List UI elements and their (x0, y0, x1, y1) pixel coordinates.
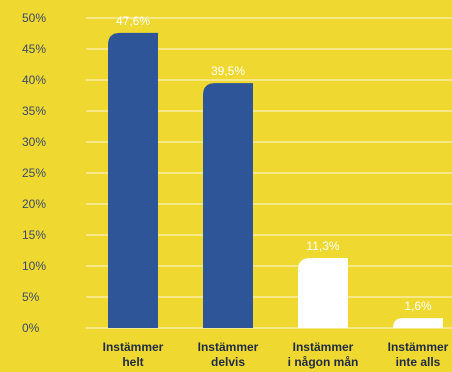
y-tick-label: 10% (22, 259, 46, 273)
bar (298, 257, 348, 328)
bar (203, 83, 253, 328)
x-tick-label: Instämmer (103, 340, 164, 354)
y-tick-label: 30% (22, 135, 46, 149)
y-tick-label: 45% (22, 42, 46, 56)
y-tick-label: 0% (22, 321, 40, 335)
bar-value-label: 39,5% (211, 64, 245, 78)
y-tick-label: 50% (22, 11, 46, 25)
y-tick-label: 40% (22, 73, 46, 87)
bar-value-label: 1,6% (404, 299, 432, 313)
y-tick-label: 25% (22, 166, 46, 180)
y-tick-label: 20% (22, 197, 46, 211)
bar (393, 318, 443, 328)
x-tick-label: i någon mån (288, 355, 359, 369)
x-tick-label: delvis (211, 355, 245, 369)
y-tick-label: 5% (22, 290, 40, 304)
x-tick-label: inte alls (396, 355, 441, 369)
x-tick-label: helt (122, 355, 143, 369)
bar-value-label: 47,6% (116, 14, 150, 28)
x-tick-label: Instämmer (198, 340, 259, 354)
y-tick-label: 15% (22, 228, 46, 242)
bar (108, 32, 158, 328)
x-tick-label: Instämmer (388, 340, 449, 354)
x-tick-label: Instämmer (293, 340, 354, 354)
bar-value-label: 11,3% (306, 239, 339, 253)
y-tick-label: 35% (22, 104, 46, 118)
y-axis-ticks: 0% 5% 10% 15% 20% 25% 30% 35% 40% 45% 50% (22, 11, 46, 335)
bars (108, 32, 443, 328)
value-labels: 47,6% 39,5% 11,3% 1,6% (116, 14, 432, 313)
